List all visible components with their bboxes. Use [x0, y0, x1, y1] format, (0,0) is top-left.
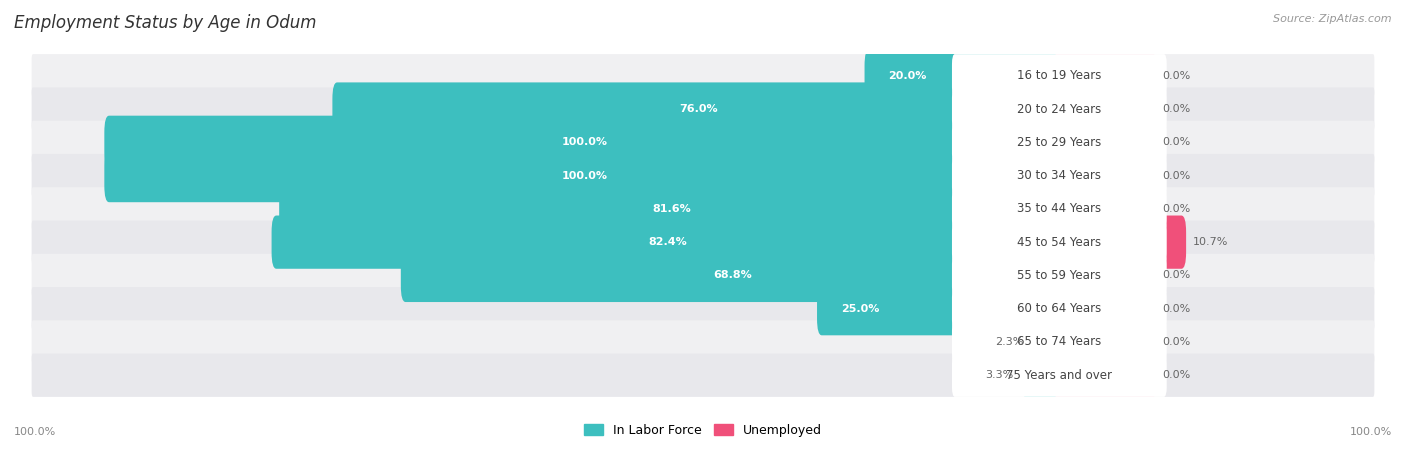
Text: 100.0%: 100.0%: [561, 170, 607, 180]
FancyBboxPatch shape: [401, 249, 1064, 302]
Text: 20 to 24 Years: 20 to 24 Years: [1017, 102, 1101, 115]
FancyBboxPatch shape: [104, 149, 1064, 202]
FancyBboxPatch shape: [280, 182, 1064, 235]
FancyBboxPatch shape: [32, 221, 1374, 264]
FancyBboxPatch shape: [32, 154, 1374, 197]
FancyBboxPatch shape: [32, 320, 1374, 364]
FancyBboxPatch shape: [1054, 349, 1156, 402]
Text: 82.4%: 82.4%: [648, 237, 688, 247]
Text: 0.0%: 0.0%: [1161, 104, 1191, 114]
FancyBboxPatch shape: [952, 154, 1167, 197]
Text: 60 to 64 Years: 60 to 64 Years: [1017, 302, 1101, 315]
FancyBboxPatch shape: [1054, 315, 1156, 368]
FancyBboxPatch shape: [1054, 49, 1156, 102]
FancyBboxPatch shape: [32, 87, 1374, 131]
FancyBboxPatch shape: [952, 287, 1167, 330]
FancyBboxPatch shape: [32, 187, 1374, 230]
FancyBboxPatch shape: [952, 354, 1167, 397]
Text: Source: ZipAtlas.com: Source: ZipAtlas.com: [1274, 14, 1392, 23]
Text: 10.7%: 10.7%: [1192, 237, 1227, 247]
Text: 81.6%: 81.6%: [652, 204, 690, 214]
Text: 0.0%: 0.0%: [1161, 304, 1191, 314]
FancyBboxPatch shape: [332, 83, 1064, 136]
FancyBboxPatch shape: [952, 221, 1167, 264]
Text: 45 to 54 Years: 45 to 54 Years: [1018, 235, 1101, 249]
Text: 20.0%: 20.0%: [889, 71, 927, 81]
FancyBboxPatch shape: [1054, 182, 1156, 235]
Text: 68.8%: 68.8%: [713, 271, 752, 281]
FancyBboxPatch shape: [1054, 83, 1156, 136]
FancyBboxPatch shape: [32, 254, 1374, 297]
Text: 75 Years and over: 75 Years and over: [1007, 369, 1112, 382]
FancyBboxPatch shape: [952, 87, 1167, 131]
Text: 2.3%: 2.3%: [995, 337, 1024, 347]
Text: 16 to 19 Years: 16 to 19 Years: [1017, 69, 1101, 82]
Text: 0.0%: 0.0%: [1161, 137, 1191, 147]
Text: 0.0%: 0.0%: [1161, 370, 1191, 380]
Text: 25.0%: 25.0%: [841, 304, 879, 314]
FancyBboxPatch shape: [104, 116, 1064, 169]
Text: 0.0%: 0.0%: [1161, 271, 1191, 281]
FancyBboxPatch shape: [1024, 349, 1064, 402]
FancyBboxPatch shape: [1054, 216, 1187, 269]
FancyBboxPatch shape: [817, 282, 1064, 335]
Text: 35 to 44 Years: 35 to 44 Years: [1018, 202, 1101, 216]
FancyBboxPatch shape: [952, 254, 1167, 297]
Text: 76.0%: 76.0%: [679, 104, 717, 114]
FancyBboxPatch shape: [1054, 249, 1156, 302]
Text: 0.0%: 0.0%: [1161, 204, 1191, 214]
FancyBboxPatch shape: [865, 49, 1064, 102]
Text: 55 to 59 Years: 55 to 59 Years: [1018, 269, 1101, 282]
FancyBboxPatch shape: [1033, 315, 1064, 368]
Text: 0.0%: 0.0%: [1161, 337, 1191, 347]
FancyBboxPatch shape: [952, 121, 1167, 164]
FancyBboxPatch shape: [1054, 116, 1156, 169]
Text: 3.3%: 3.3%: [986, 370, 1014, 380]
FancyBboxPatch shape: [952, 54, 1167, 97]
FancyBboxPatch shape: [952, 187, 1167, 230]
Legend: In Labor Force, Unemployed: In Labor Force, Unemployed: [579, 419, 827, 442]
FancyBboxPatch shape: [1054, 282, 1156, 335]
Text: 100.0%: 100.0%: [14, 428, 56, 437]
Text: 0.0%: 0.0%: [1161, 170, 1191, 180]
Text: Employment Status by Age in Odum: Employment Status by Age in Odum: [14, 14, 316, 32]
FancyBboxPatch shape: [32, 121, 1374, 164]
Text: 65 to 74 Years: 65 to 74 Years: [1017, 336, 1101, 349]
Text: 100.0%: 100.0%: [1350, 428, 1392, 437]
FancyBboxPatch shape: [271, 216, 1064, 269]
Text: 100.0%: 100.0%: [561, 137, 607, 147]
Text: 0.0%: 0.0%: [1161, 71, 1191, 81]
FancyBboxPatch shape: [32, 54, 1374, 97]
FancyBboxPatch shape: [32, 354, 1374, 397]
Text: 30 to 34 Years: 30 to 34 Years: [1018, 169, 1101, 182]
FancyBboxPatch shape: [952, 320, 1167, 364]
Text: 25 to 29 Years: 25 to 29 Years: [1017, 136, 1101, 149]
FancyBboxPatch shape: [1054, 149, 1156, 202]
FancyBboxPatch shape: [32, 287, 1374, 330]
